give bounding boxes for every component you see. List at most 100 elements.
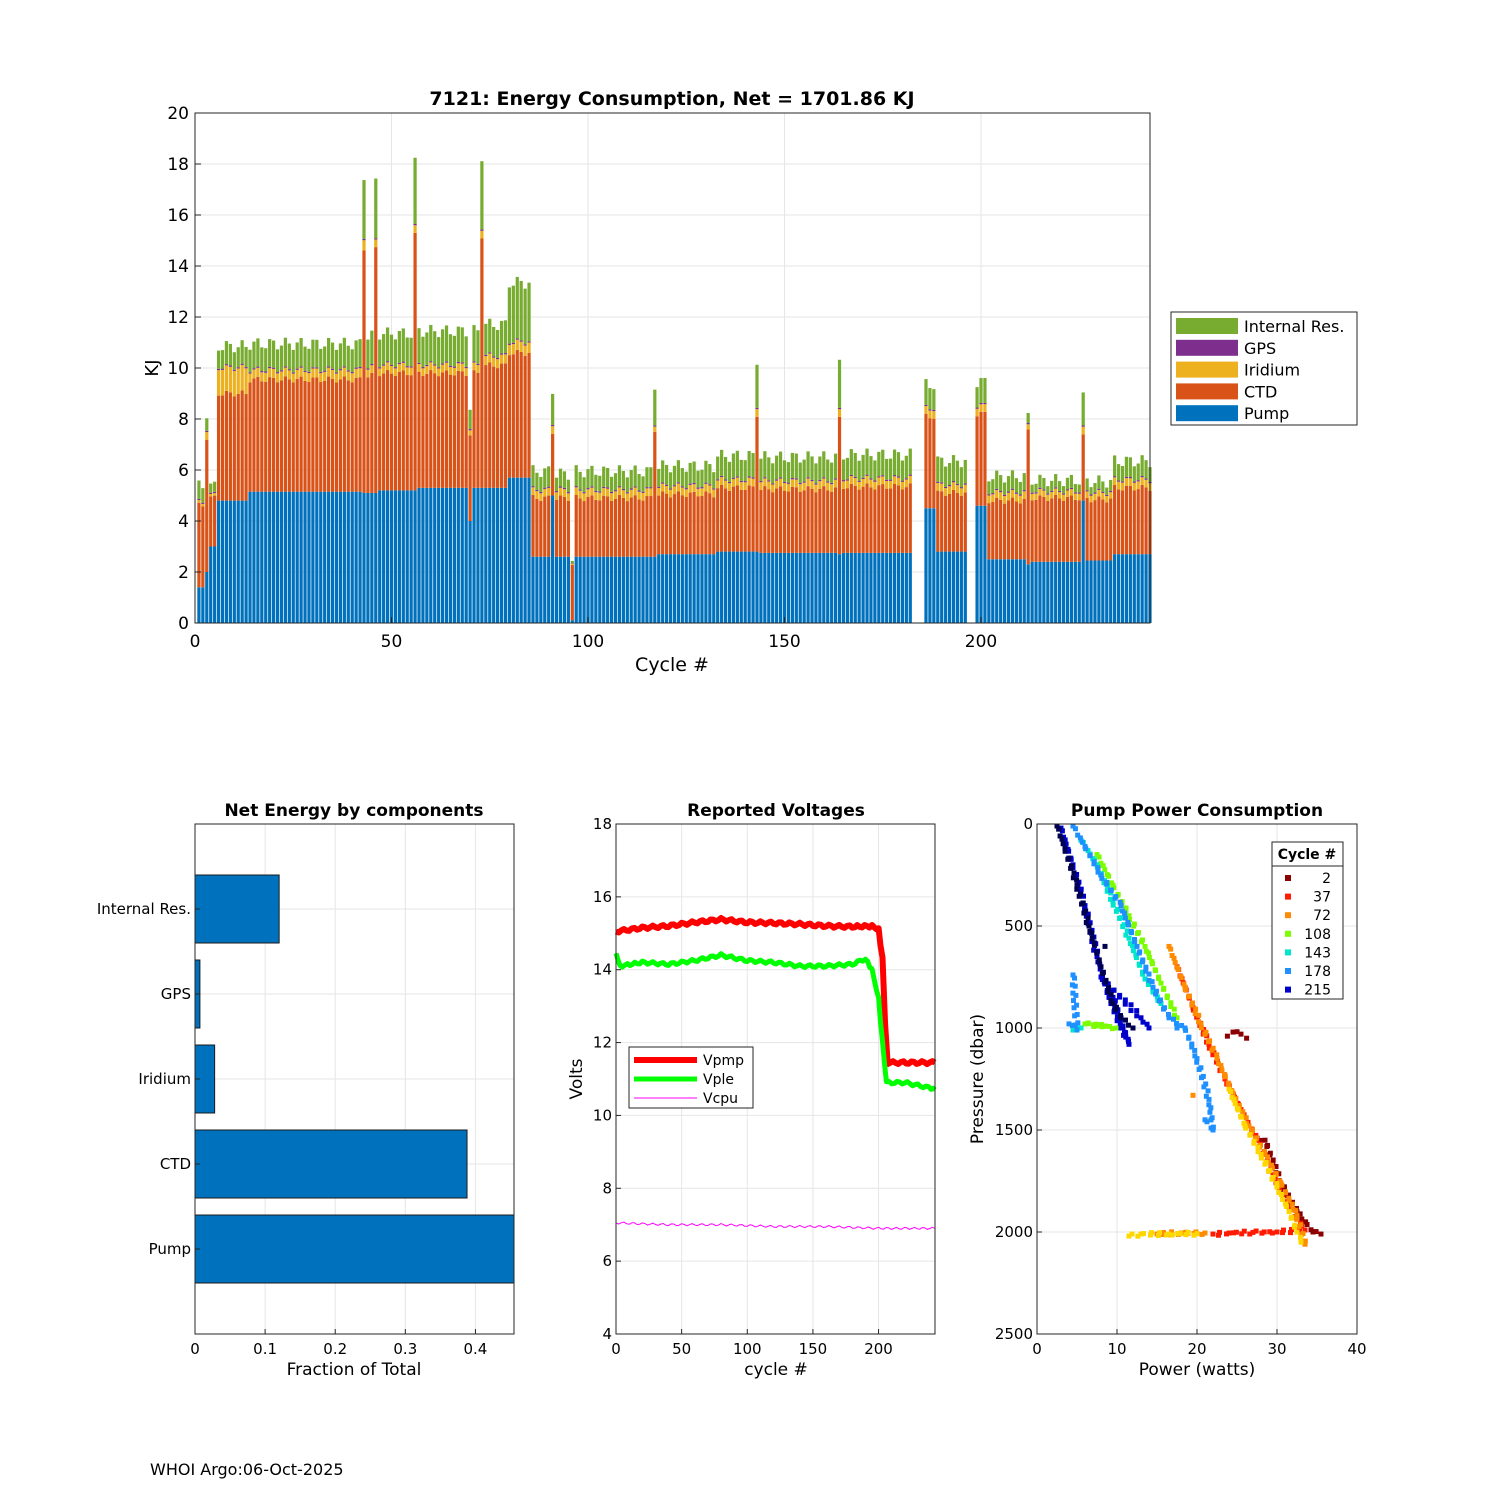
- energy-bar-iridium: [547, 487, 551, 496]
- energy-bar-iridium: [1018, 495, 1022, 504]
- energy-bar-gps: [366, 368, 370, 370]
- energy-bar-gps: [468, 429, 472, 431]
- energy-bar-internal: [904, 455, 908, 479]
- energy-bar-ctd: [409, 375, 413, 491]
- energy-ytick-label: 14: [167, 257, 189, 277]
- energy-bar-iridium: [637, 491, 641, 500]
- pump-point: [1207, 1109, 1213, 1115]
- energy-bar-gps: [999, 491, 1003, 493]
- energy-bar-pump: [680, 554, 684, 623]
- pump-ytick-label: 2000: [995, 1223, 1033, 1241]
- energy-bar-iridium: [425, 366, 429, 374]
- pump-point: [1155, 1233, 1161, 1239]
- energy-bar-iridium: [1093, 493, 1097, 501]
- energy-bar-ctd: [885, 488, 889, 553]
- energy-bar-ctd: [810, 488, 814, 553]
- energy-bar-iridium: [248, 373, 252, 383]
- energy-bar-gps: [629, 488, 633, 490]
- pump-point: [1125, 922, 1131, 928]
- energy-bar-iridium: [448, 367, 453, 375]
- energy-bar-iridium: [739, 482, 743, 490]
- pump-point: [1267, 1229, 1273, 1235]
- energy-bar-gps: [488, 352, 492, 354]
- energy-bar-pump: [484, 487, 488, 623]
- energy-bar-ctd: [641, 500, 645, 557]
- pump-point: [1274, 1229, 1280, 1235]
- energy-bar-gps: [311, 367, 315, 369]
- energy-bar-pump: [539, 556, 543, 623]
- pump-point: [1102, 979, 1108, 985]
- energy-bar-internal: [338, 343, 343, 370]
- energy-bar-ctd: [527, 352, 531, 478]
- energy-bar-internal: [822, 451, 826, 478]
- energy-bar-iridium: [613, 491, 618, 499]
- energy-bar-gps: [947, 485, 952, 487]
- energy-bar-iridium: [833, 479, 838, 488]
- energy-bar-iridium: [932, 411, 936, 419]
- energy-bar-pump: [1120, 554, 1125, 623]
- energy-bar-iridium: [323, 371, 327, 381]
- energy-bar-iridium: [342, 367, 346, 377]
- energy-bar-gps: [535, 489, 539, 492]
- energy-bar-iridium: [751, 478, 755, 487]
- energy-bar-gps: [625, 492, 629, 494]
- energy-bar-gps: [425, 364, 429, 367]
- energy-bar-gps: [547, 486, 551, 488]
- pump-point: [1098, 872, 1104, 878]
- energy-bar-gps: [590, 486, 594, 488]
- energy-bar-gps: [735, 476, 739, 478]
- energy-bar-ctd: [480, 238, 484, 488]
- components-xlabel: Fraction of Total: [287, 1360, 422, 1380]
- energy-bar-iridium: [881, 476, 885, 485]
- pump-point: [1206, 1096, 1212, 1102]
- pump-point: [1203, 1093, 1209, 1099]
- energy-bar-gps: [578, 489, 582, 491]
- energy-bar-iridium: [570, 563, 574, 565]
- energy-bar-internal: [499, 320, 504, 354]
- energy-bar-pump: [664, 554, 669, 623]
- energy-bar-internal: [389, 334, 394, 365]
- pump-point: [1177, 1231, 1183, 1237]
- energy-bar-pump: [661, 554, 665, 623]
- energy-bar-internal: [547, 466, 551, 487]
- energy-bar-ctd: [535, 498, 539, 557]
- pump-point: [1194, 1059, 1200, 1065]
- energy-bar-ctd: [323, 380, 327, 492]
- pump-point: [1157, 998, 1163, 1004]
- energy-bar-iridium: [327, 367, 331, 377]
- energy-bar-pump: [338, 491, 343, 623]
- energy-bar-gps: [727, 481, 732, 484]
- energy-bar-iridium: [417, 364, 421, 372]
- energy-bar-ctd: [755, 416, 759, 552]
- energy-bar-internal: [303, 346, 307, 371]
- pump-legend-label: 72: [1313, 908, 1331, 924]
- energy-bar-iridium: [727, 483, 732, 491]
- pump-point: [1108, 888, 1114, 894]
- energy-bar-pump: [574, 556, 578, 623]
- energy-bar-pump: [975, 505, 979, 623]
- energy-bar-internal: [841, 459, 846, 481]
- energy-bar-pump: [747, 551, 751, 623]
- energy-bar-iridium: [389, 365, 394, 374]
- energy-bar-gps: [720, 475, 724, 478]
- pump-point: [1069, 1022, 1075, 1028]
- energy-bar-pump: [676, 554, 681, 623]
- energy-bar-gps: [444, 361, 449, 363]
- energy-bar-iridium: [830, 484, 834, 492]
- energy-bar-iridium: [818, 481, 822, 489]
- energy-bar-iridium: [676, 483, 681, 492]
- energy-bar-pump: [1113, 554, 1117, 623]
- energy-bar-ctd: [951, 489, 956, 552]
- energy-bar-gps: [1026, 423, 1030, 425]
- energy-bar-iridium: [633, 487, 637, 496]
- energy-bar-ctd: [818, 488, 822, 553]
- energy-bar-pump: [209, 546, 213, 623]
- energy-bar-internal: [271, 340, 276, 368]
- energy-bar-gps: [1014, 492, 1018, 494]
- pump-point: [1104, 888, 1110, 894]
- energy-bar-iridium: [975, 408, 979, 417]
- energy-bar-ctd: [315, 377, 319, 492]
- pump-point: [1171, 1012, 1177, 1018]
- pump-point: [1096, 959, 1102, 965]
- energy-bar-ctd: [468, 435, 472, 521]
